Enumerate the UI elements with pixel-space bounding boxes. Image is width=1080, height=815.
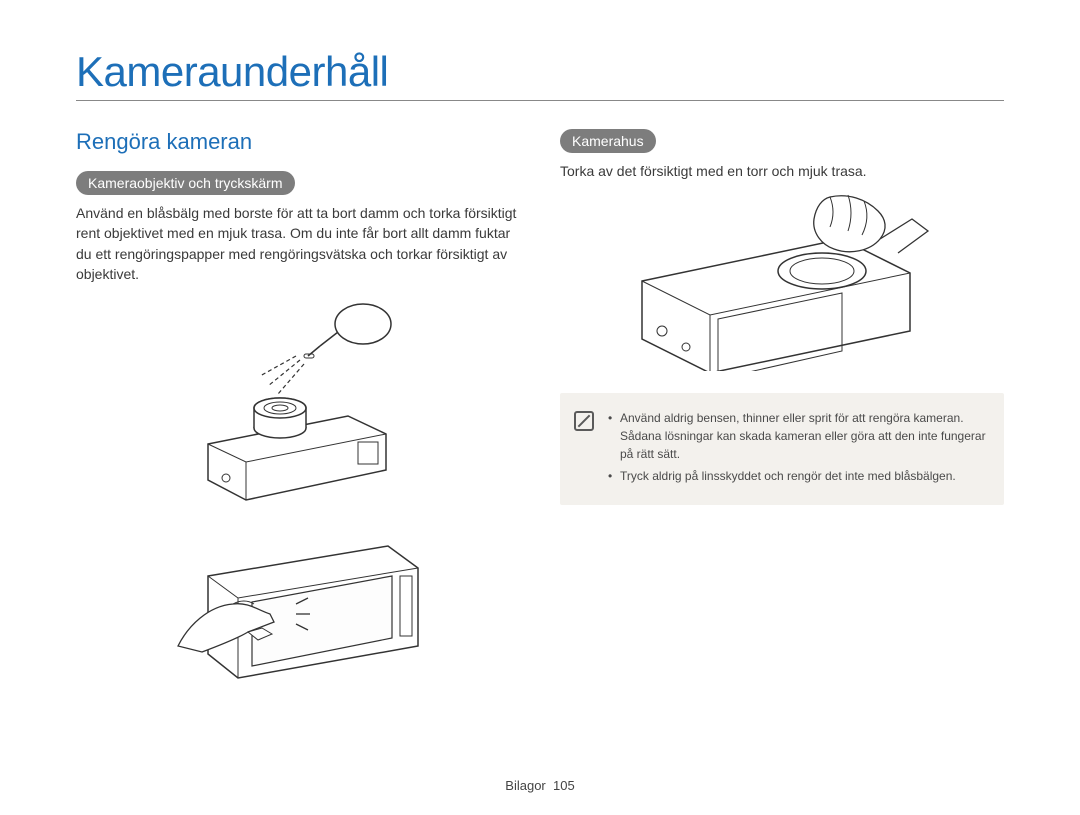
left-column: Rengöra kameran Kameraobjektiv och tryck…	[76, 129, 520, 708]
page-footer: Bilagor 105	[0, 778, 1080, 793]
title-rule	[76, 100, 1004, 101]
illustration-wipe-screen	[76, 526, 520, 696]
page: Kameraunderhåll Rengöra kameran Kameraob…	[0, 0, 1080, 815]
lens-body: Använd en blåsbälg med borste för att ta…	[76, 203, 520, 284]
footer-label: Bilagor	[505, 778, 545, 793]
content-columns: Rengöra kameran Kameraobjektiv och tryck…	[76, 129, 1004, 708]
caution-icon-slash	[578, 415, 591, 428]
note-item: Tryck aldrig på linsskyddet och rengör d…	[608, 467, 986, 485]
pill-camera-body: Kamerahus	[560, 129, 656, 153]
section-title: Rengöra kameran	[76, 129, 520, 155]
pill-lens-screen: Kameraobjektiv och tryckskärm	[76, 171, 295, 195]
right-column: Kamerahus Torka av det försiktigt med en…	[560, 129, 1004, 708]
note-item: Använd aldrig bensen, thinner eller spri…	[608, 409, 986, 463]
illustration-wipe-body	[560, 191, 1004, 371]
body-text: Torka av det försiktigt med en torr och …	[560, 161, 1004, 181]
note-list: Använd aldrig bensen, thinner eller spri…	[608, 409, 986, 489]
note-box: Använd aldrig bensen, thinner eller spri…	[560, 393, 1004, 505]
page-number: 105	[553, 778, 575, 793]
illustration-blower	[76, 294, 520, 514]
page-title: Kameraunderhåll	[76, 48, 1004, 96]
caution-icon	[574, 411, 594, 431]
